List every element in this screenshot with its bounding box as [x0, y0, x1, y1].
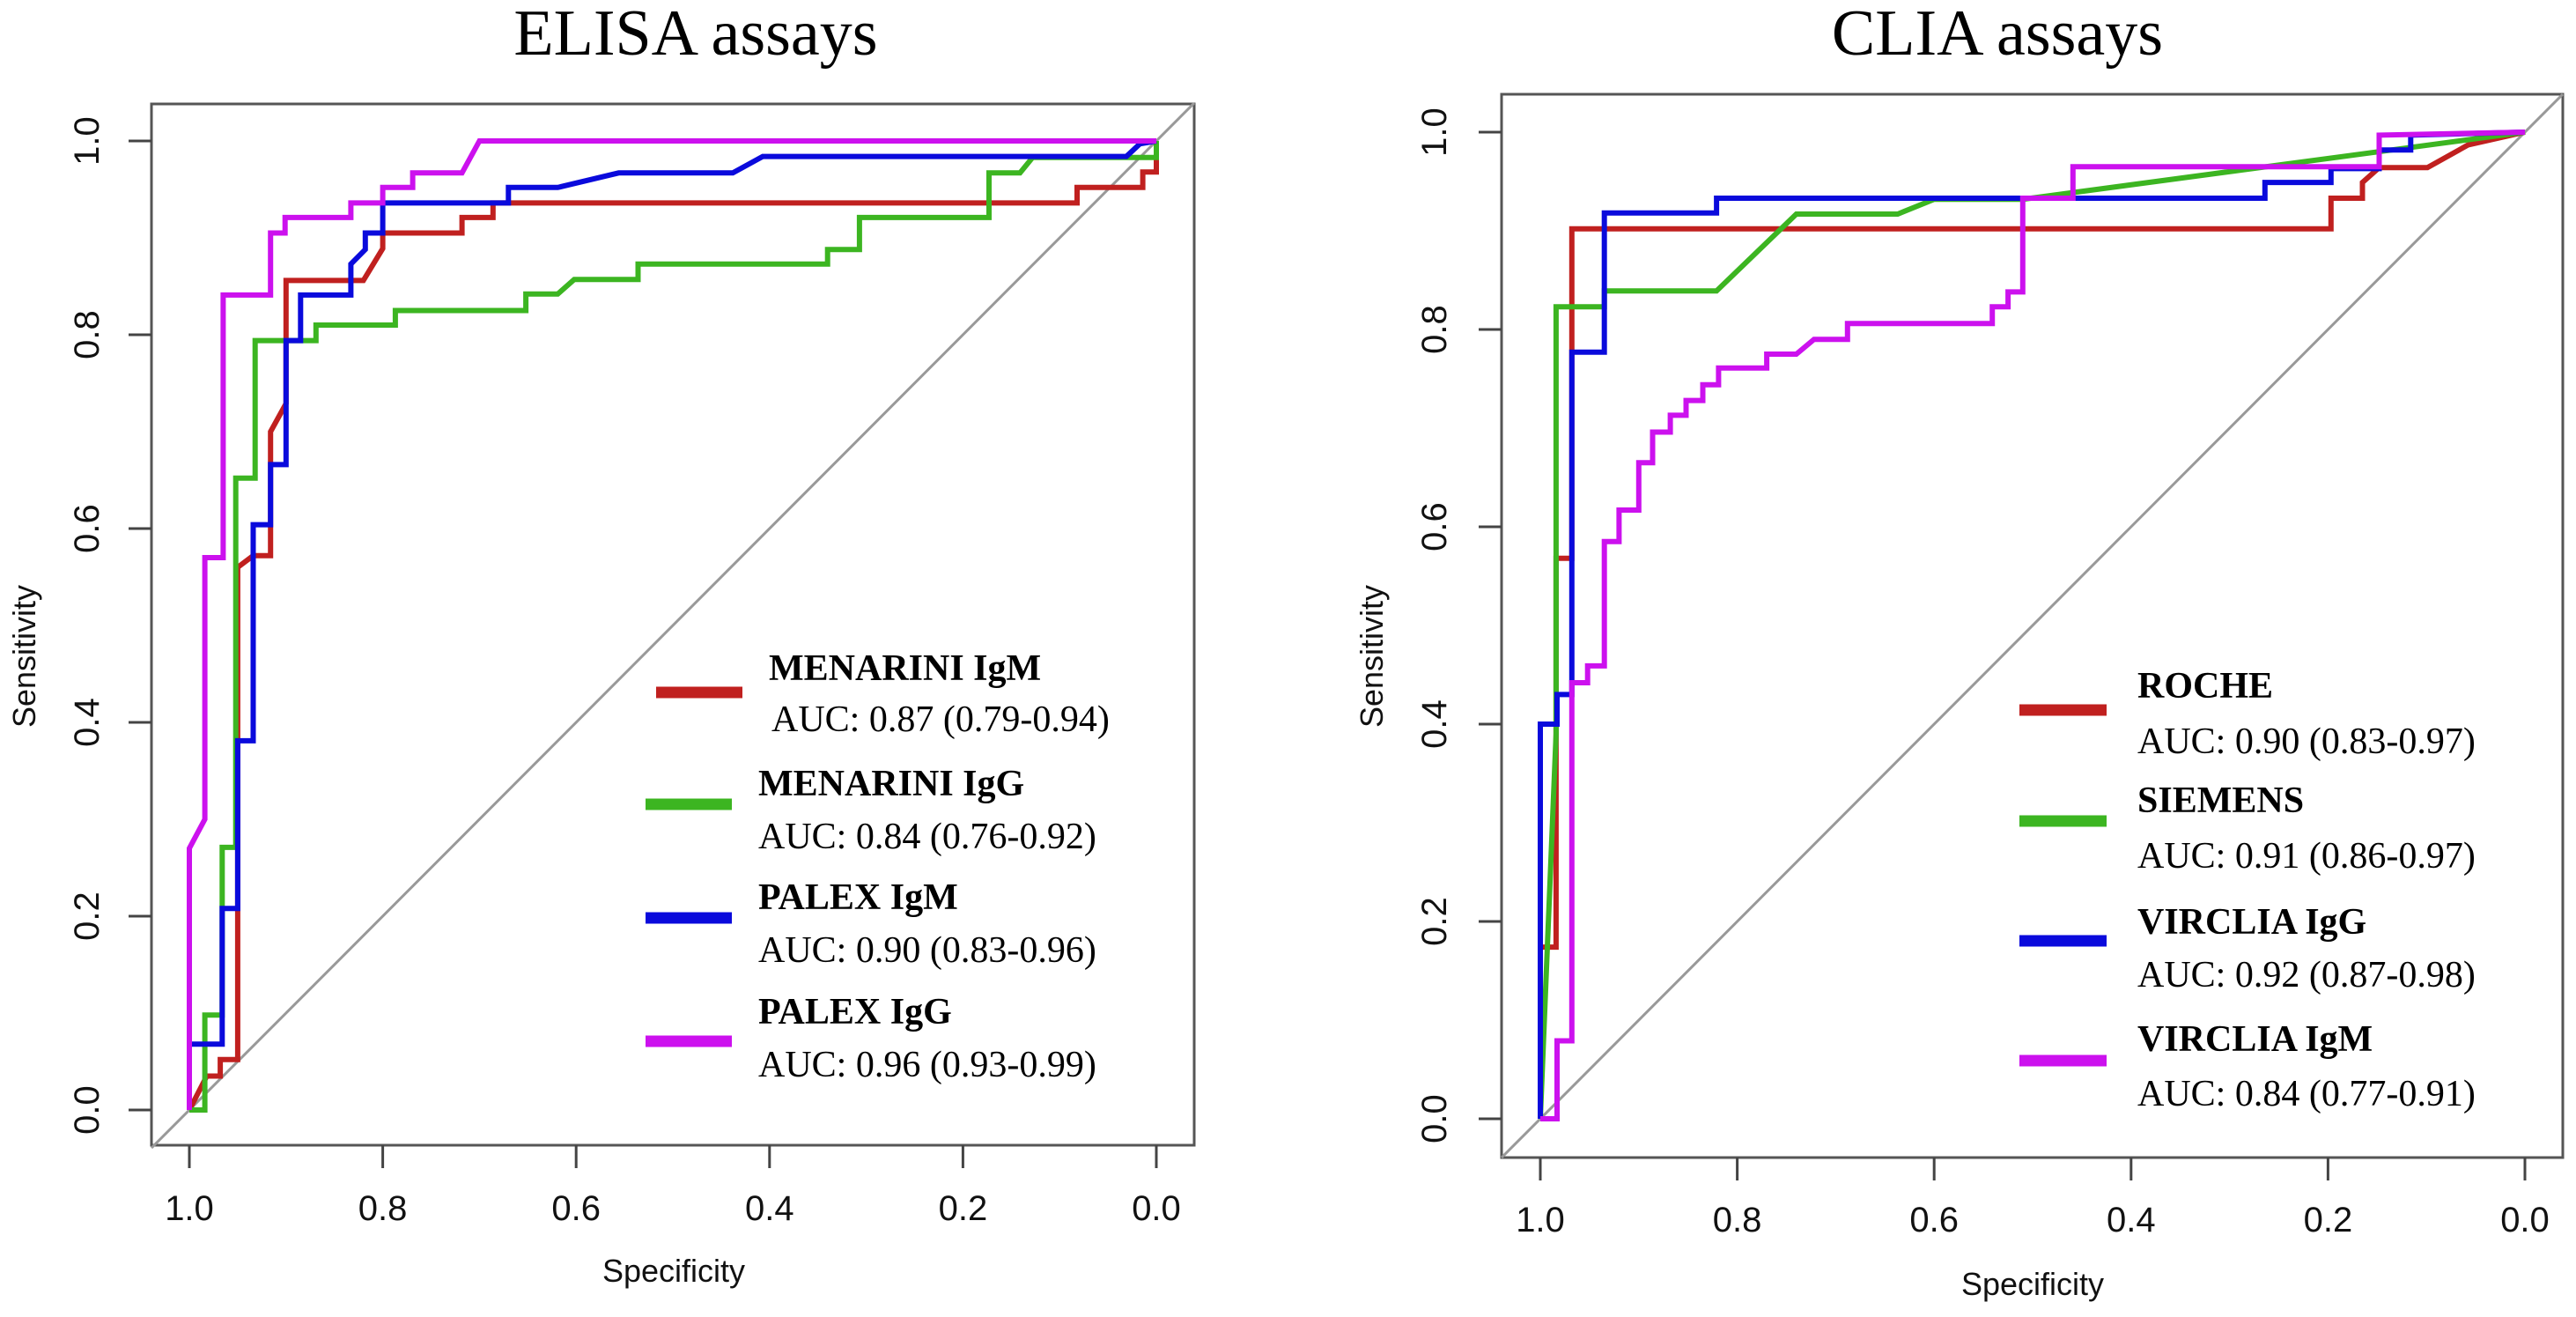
- y-tick-label: 1.0: [1415, 107, 1454, 157]
- x-axis: 1.0 0.8 0.6 0.4 0.2 0.0: [165, 1145, 1181, 1228]
- x-axis-label: Specificity: [602, 1253, 745, 1289]
- roc-curve-palex-igm: [187, 138, 1157, 1110]
- legend-item: MENARINI IgM AUC: 0.87 (0.79-0.94): [656, 648, 1110, 740]
- x-tick-label: 1.0: [165, 1189, 214, 1228]
- roc-curve-palex-igg: [187, 138, 1156, 1110]
- x-axis-label: Specificity: [1961, 1266, 2104, 1302]
- x-tick-label: 0.8: [358, 1189, 408, 1228]
- y-tick-label: 0.0: [1415, 1094, 1454, 1143]
- chart-title: ELISA assays: [513, 0, 877, 70]
- y-axis: 0.0 0.2 0.4 0.6 0.8 1.0: [1415, 107, 1502, 1143]
- legend-item: PALEX IgM AUC: 0.90 (0.83-0.96): [646, 877, 1096, 971]
- roc-curve-menarini-igm: [187, 141, 1159, 1112]
- y-tick-label: 0.6: [1415, 502, 1454, 551]
- legend-auc: AUC: 0.90 (0.83-0.97): [2137, 721, 2476, 762]
- elisa-roc-panel: ELISA assays 1.0 0.8 0.6 0.4 0.2 0.0 0.00.20.…: [6, 0, 1196, 1289]
- x-tick-label: 0.6: [551, 1189, 601, 1228]
- clia-roc-panel: CLIA assays 1.0 0.8 0.6 0.4 0.2 0.0 0.0 0.2 0.4…: [1354, 0, 2565, 1302]
- roc-curve-virclia-igm: [1540, 129, 2526, 1121]
- x-tick-label: 0.2: [2304, 1201, 2353, 1239]
- y-tick-label: 0.2: [68, 892, 107, 941]
- y-tick-label: 0.4: [68, 698, 107, 747]
- legend-auc: AUC: 0.96 (0.93-0.99): [758, 1045, 1096, 1085]
- x-tick-label: 0.4: [2107, 1201, 2156, 1239]
- chance-diagonal-line: [150, 101, 1196, 1150]
- roc-curves: [187, 138, 1159, 1113]
- legend-label: VIRCLIA IgM: [2137, 1019, 2373, 1060]
- legend-item: VIRCLIA IgM AUC: 0.84 (0.77-0.91): [2019, 1019, 2476, 1114]
- legend-label: MENARINI IgM: [769, 648, 1041, 689]
- y-tick-label: 1.0: [68, 116, 107, 166]
- y-axis: 0.0 0.2 0.4 0.6 0.8 1.0: [68, 116, 151, 1135]
- y-tick-label: 0.6: [68, 504, 107, 553]
- legend-label: MENARINI IgG: [758, 764, 1024, 804]
- x-tick-label: 0.2: [939, 1189, 988, 1228]
- legend-label: PALEX IgM: [758, 877, 958, 918]
- x-tick-label: 0.8: [1713, 1201, 1762, 1239]
- y-axis-label: Sensitivity: [6, 585, 42, 728]
- plot-frame: [1500, 92, 2565, 1159]
- plot-frame: [150, 102, 1196, 1147]
- y-tick-label: 0.4: [1415, 699, 1454, 749]
- legend-item: PALEX IgG AUC: 0.96 (0.93-0.99): [646, 992, 1096, 1085]
- x-tick-label: 1.0: [1516, 1201, 1565, 1239]
- legend-auc: AUC: 0.84 (0.76-0.92): [758, 817, 1096, 857]
- x-tick-label: 0.0: [2500, 1201, 2550, 1239]
- x-axis: 1.0 0.8 0.6 0.4 0.2 0.0: [1516, 1158, 2550, 1239]
- x-tick-label: 0.0: [1132, 1189, 1181, 1228]
- legend-auc: AUC: 0.92 (0.87-0.98): [2137, 955, 2476, 995]
- legend-auc: AUC: 0.84 (0.77-0.91): [2137, 1074, 2476, 1114]
- roc-curves: [1538, 129, 2526, 1121]
- y-tick-label: 0.8: [1415, 305, 1454, 354]
- legend-item: MENARINI IgG AUC: 0.84 (0.76-0.92): [646, 764, 1096, 857]
- legend-label: SIEMENS: [2137, 781, 2304, 821]
- y-tick-label: 0.8: [68, 310, 107, 359]
- chance-diagonal-line: [1500, 92, 2565, 1159]
- legend-auc: AUC: 0.90 (0.83-0.96): [758, 930, 1096, 971]
- chart-title: CLIA assays: [1832, 0, 2163, 70]
- legend-label: VIRCLIA IgG: [2137, 902, 2366, 943]
- y-tick-label: 0.0: [68, 1085, 107, 1135]
- legend: MENARINI IgM AUC: 0.87 (0.79-0.94) MENAR…: [646, 648, 1110, 1085]
- legend: ROCHE AUC: 0.90 (0.83-0.97) SIEMENS AUC:…: [2019, 666, 2476, 1114]
- roc-curve-roche: [1538, 129, 2526, 1119]
- roc-curve-menarini-igg: [189, 141, 1159, 1113]
- y-axis-label: Sensitivity: [1354, 585, 1390, 728]
- x-tick-label: 0.4: [745, 1189, 794, 1228]
- legend-item: VIRCLIA IgG AUC: 0.92 (0.87-0.98): [2019, 902, 2476, 995]
- y-tick-label: 0.2: [1415, 897, 1454, 946]
- legend-item: SIEMENS AUC: 0.91 (0.86-0.97): [2019, 781, 2476, 877]
- x-tick-label: 0.6: [1909, 1201, 1959, 1239]
- legend-label: PALEX IgG: [758, 992, 952, 1032]
- legend-auc: AUC: 0.87 (0.79-0.94): [771, 699, 1110, 740]
- legend-label: ROCHE: [2137, 666, 2273, 707]
- legend-auc: AUC: 0.91 (0.86-0.97): [2137, 836, 2476, 877]
- legend-item: ROCHE AUC: 0.90 (0.83-0.97): [2019, 666, 2476, 762]
